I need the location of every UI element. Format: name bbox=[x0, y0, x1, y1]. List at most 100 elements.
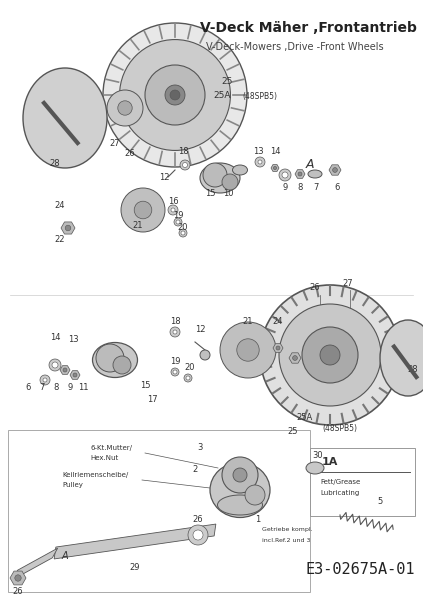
Polygon shape bbox=[70, 371, 80, 379]
Text: incl.Ref.2 und 3: incl.Ref.2 und 3 bbox=[262, 538, 310, 542]
Ellipse shape bbox=[23, 68, 107, 168]
Circle shape bbox=[40, 375, 50, 385]
Text: (48SPB5): (48SPB5) bbox=[242, 91, 277, 100]
Text: 26: 26 bbox=[13, 587, 23, 596]
Circle shape bbox=[279, 169, 291, 181]
Text: 12: 12 bbox=[159, 173, 169, 181]
Text: Lubricating: Lubricating bbox=[320, 490, 359, 496]
Text: 2: 2 bbox=[192, 466, 198, 475]
Text: 26: 26 bbox=[310, 283, 320, 292]
Circle shape bbox=[282, 172, 288, 178]
Ellipse shape bbox=[308, 170, 322, 178]
Text: Pulley: Pulley bbox=[62, 482, 83, 488]
Bar bbox=[310, 448, 415, 516]
Bar bbox=[8, 430, 310, 592]
Circle shape bbox=[107, 90, 143, 126]
Circle shape bbox=[258, 160, 262, 164]
Text: A: A bbox=[62, 551, 68, 561]
Ellipse shape bbox=[217, 495, 263, 515]
Text: 8: 8 bbox=[297, 184, 303, 193]
Text: 6: 6 bbox=[25, 383, 31, 392]
Text: 24: 24 bbox=[55, 200, 65, 209]
Text: 6-Kt.Mutter/: 6-Kt.Mutter/ bbox=[90, 445, 132, 451]
Circle shape bbox=[103, 23, 247, 167]
Polygon shape bbox=[295, 170, 305, 178]
Polygon shape bbox=[10, 571, 26, 585]
Circle shape bbox=[320, 345, 340, 365]
Ellipse shape bbox=[233, 165, 247, 175]
Text: 3: 3 bbox=[197, 443, 203, 452]
Circle shape bbox=[222, 174, 238, 190]
Circle shape bbox=[220, 322, 276, 378]
Text: 17: 17 bbox=[147, 395, 157, 404]
Circle shape bbox=[173, 330, 177, 334]
Circle shape bbox=[174, 218, 182, 226]
Circle shape bbox=[96, 344, 124, 372]
Text: 23: 23 bbox=[290, 334, 300, 343]
Text: Fett/Grease: Fett/Grease bbox=[320, 479, 360, 485]
Circle shape bbox=[203, 163, 227, 187]
Text: 14: 14 bbox=[50, 332, 60, 341]
Circle shape bbox=[179, 229, 187, 237]
Text: 12: 12 bbox=[195, 325, 205, 335]
Circle shape bbox=[170, 90, 180, 100]
Text: 7: 7 bbox=[313, 184, 319, 193]
Circle shape bbox=[193, 530, 203, 540]
Text: 15: 15 bbox=[205, 188, 215, 197]
Text: 18: 18 bbox=[178, 148, 188, 157]
Polygon shape bbox=[12, 548, 58, 580]
Text: 20: 20 bbox=[185, 364, 195, 373]
Polygon shape bbox=[329, 165, 341, 175]
Circle shape bbox=[186, 376, 190, 380]
Circle shape bbox=[121, 188, 165, 232]
Circle shape bbox=[165, 85, 185, 105]
Circle shape bbox=[43, 378, 47, 382]
Circle shape bbox=[65, 225, 71, 231]
Ellipse shape bbox=[306, 462, 324, 474]
Text: 20: 20 bbox=[178, 223, 188, 232]
Text: 27: 27 bbox=[110, 139, 120, 148]
Ellipse shape bbox=[210, 463, 270, 517]
Ellipse shape bbox=[93, 343, 137, 377]
Circle shape bbox=[245, 485, 265, 505]
Text: 11: 11 bbox=[78, 383, 88, 392]
Circle shape bbox=[273, 166, 277, 170]
Circle shape bbox=[170, 327, 180, 337]
Circle shape bbox=[173, 370, 177, 374]
Text: 21: 21 bbox=[133, 220, 143, 229]
Text: 25: 25 bbox=[288, 427, 298, 437]
Circle shape bbox=[332, 167, 338, 172]
Circle shape bbox=[49, 359, 61, 371]
Text: 30: 30 bbox=[313, 451, 323, 460]
Text: A: A bbox=[306, 158, 314, 172]
Text: 1: 1 bbox=[255, 515, 261, 524]
Circle shape bbox=[171, 368, 179, 376]
Polygon shape bbox=[54, 524, 216, 559]
Circle shape bbox=[168, 205, 178, 215]
Circle shape bbox=[279, 304, 381, 406]
Text: Keilriemenscheibe/: Keilriemenscheibe/ bbox=[62, 472, 128, 478]
Circle shape bbox=[176, 220, 180, 224]
Text: V-Deck Mäher ,Frontantrieb: V-Deck Mäher ,Frontantrieb bbox=[200, 21, 416, 35]
Text: 25A: 25A bbox=[213, 91, 231, 100]
Text: 28: 28 bbox=[49, 158, 60, 167]
Polygon shape bbox=[289, 353, 301, 363]
Text: 18: 18 bbox=[170, 317, 180, 326]
Circle shape bbox=[222, 457, 258, 493]
Text: 24: 24 bbox=[273, 317, 283, 326]
Circle shape bbox=[233, 468, 247, 482]
Circle shape bbox=[63, 368, 67, 372]
Circle shape bbox=[52, 362, 58, 368]
Text: 27: 27 bbox=[343, 278, 353, 287]
Text: 14: 14 bbox=[270, 148, 280, 157]
Text: 13: 13 bbox=[253, 148, 263, 157]
Text: 8: 8 bbox=[53, 383, 59, 392]
Circle shape bbox=[293, 356, 297, 361]
Circle shape bbox=[182, 163, 187, 167]
Text: Getriebe kompl.: Getriebe kompl. bbox=[262, 527, 313, 533]
Polygon shape bbox=[60, 365, 70, 374]
Circle shape bbox=[260, 285, 400, 425]
Text: 7: 7 bbox=[39, 383, 45, 392]
Text: 26: 26 bbox=[125, 149, 135, 158]
Circle shape bbox=[15, 575, 21, 581]
